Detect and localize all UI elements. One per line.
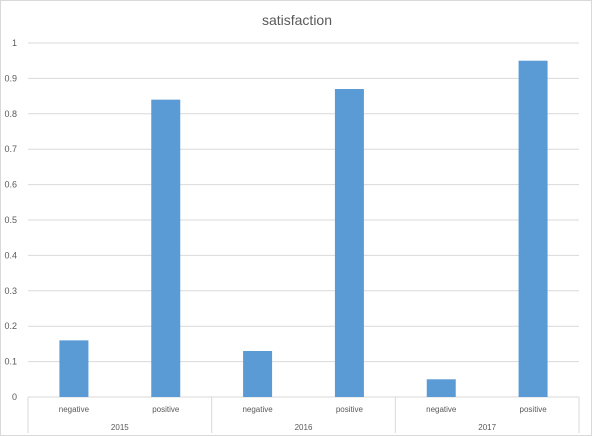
gridlines [28, 42, 579, 398]
x-category-label: negative [59, 405, 90, 414]
x-axis: negative positive negative positive negative… [27, 397, 580, 433]
bar-negative-2017 [426, 379, 456, 397]
x-category-label: negative [426, 405, 457, 414]
chart-title: satisfaction [262, 12, 332, 28]
y-tick-label: 0.6 [4, 180, 17, 190]
x-group-label: 2015 [111, 423, 129, 432]
bar-positive-2017 [518, 60, 548, 397]
y-tick-label: 0.5 [4, 215, 17, 225]
y-tick-label: 0 [12, 392, 17, 402]
x-category-label: positive [520, 405, 548, 414]
bar-positive-2015 [151, 99, 181, 397]
x-category-label: positive [336, 405, 364, 414]
y-tick-label: 0.7 [4, 144, 17, 154]
x-group-label: 2017 [478, 423, 496, 432]
y-tick-label: 0.9 [4, 73, 17, 83]
y-tick-label: 0.8 [4, 109, 17, 119]
y-tick-label: 1 [12, 38, 17, 48]
x-group-label: 2016 [295, 423, 313, 432]
y-tick-label: 0.4 [4, 250, 17, 260]
y-tick-label: 0.1 [4, 357, 17, 367]
bar-negative-2015 [59, 340, 89, 397]
bars [59, 60, 548, 398]
x-category-label: positive [152, 405, 180, 414]
bar-negative-2016 [243, 350, 273, 397]
x-category-label: negative [242, 405, 273, 414]
y-tick-label: 0.3 [4, 286, 17, 296]
y-tick-label: 0.2 [4, 321, 17, 331]
y-axis-ticks: 0 0.1 0.2 0.3 0.4 0.5 0.6 0.7 0.8 0.9 1 [4, 38, 17, 402]
bar-positive-2016 [334, 89, 364, 398]
